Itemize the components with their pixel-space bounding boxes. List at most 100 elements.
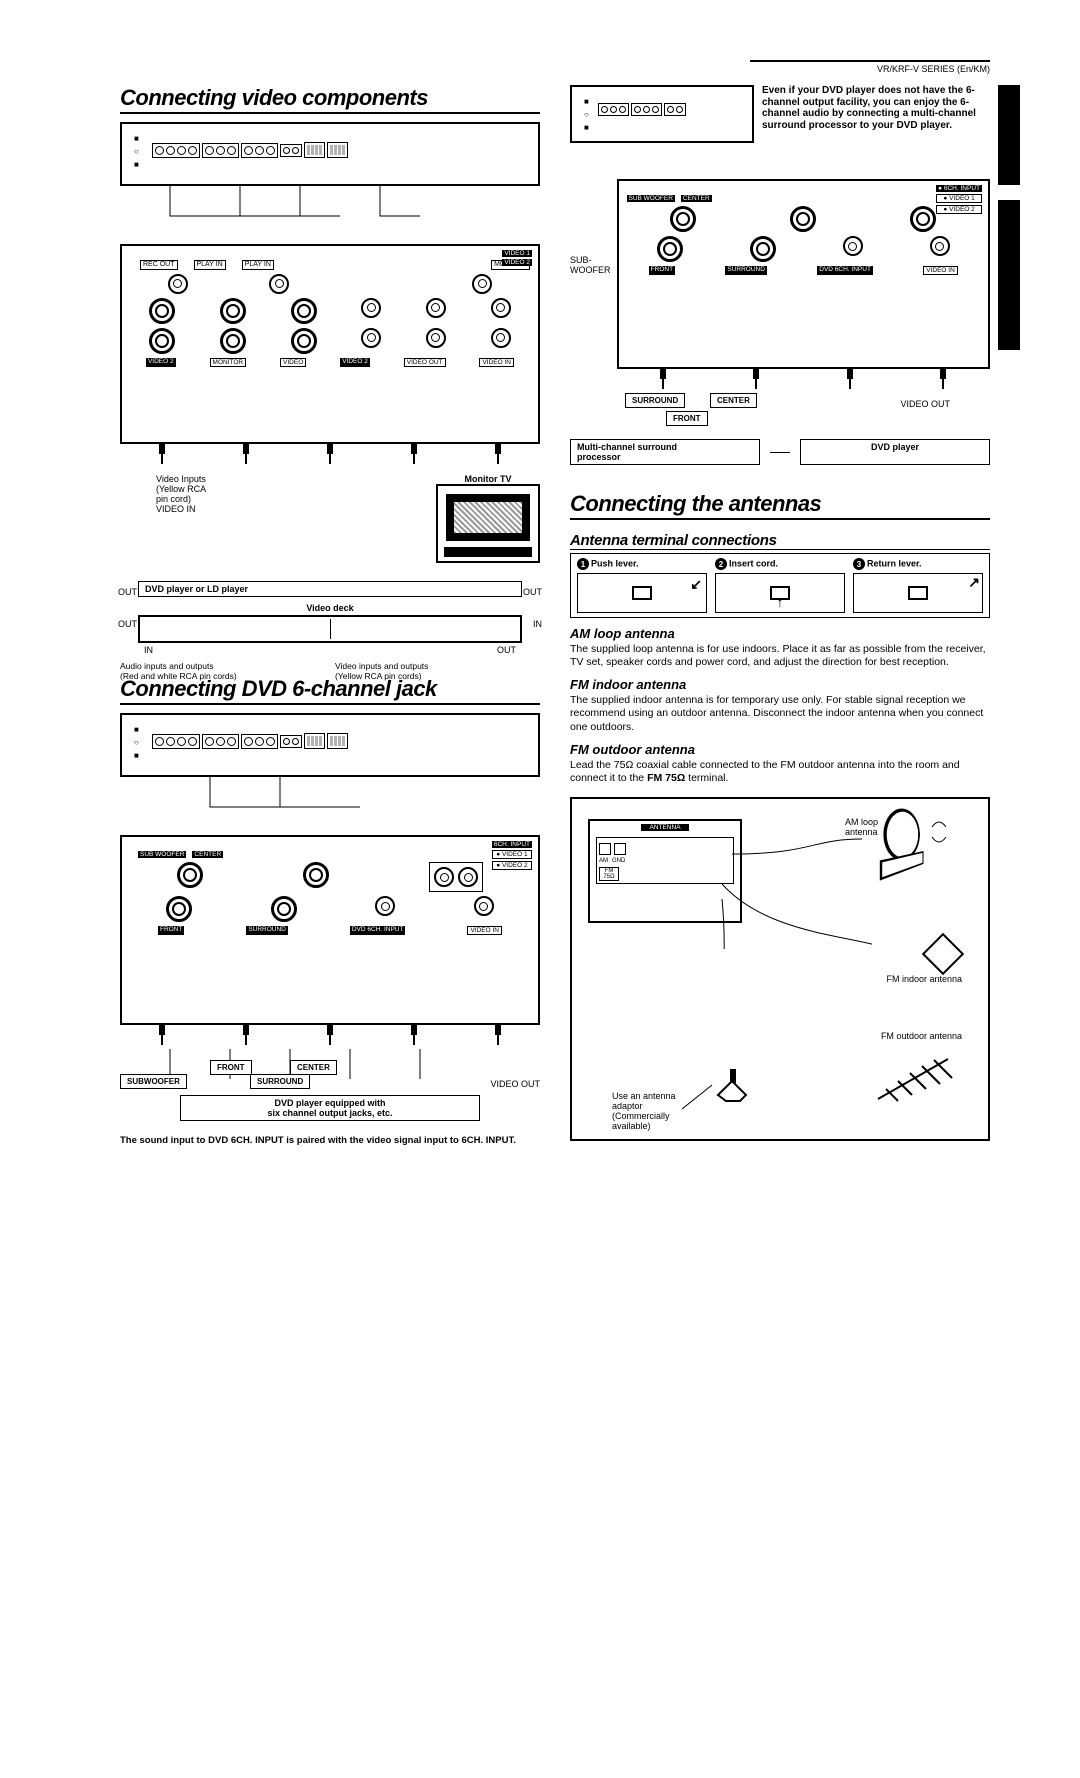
jack-icon: [291, 298, 317, 324]
am-loop-arrows-icon: [930, 817, 948, 847]
video-deck-icon: [138, 615, 522, 643]
step2-label: Insert cord.: [729, 559, 778, 569]
receiver-rear-panel-r: ■○■: [570, 85, 754, 143]
jack-icon: [434, 867, 454, 887]
antenna-steps: 1Push lever. ↙ 2Insert cord. ↑ 3Return l…: [570, 553, 990, 618]
jack-row: [152, 733, 528, 749]
cable-plugs: [120, 442, 540, 464]
out-label2: OUT: [118, 619, 137, 629]
rca-plug-icon: [157, 442, 167, 464]
legend-6ch-r: ● 6CH. INPUT: [936, 185, 982, 192]
tl-vi-r: VIDEO IN: [923, 266, 958, 275]
legend-v1-r: ● VIDEO 1: [936, 194, 982, 203]
label-play-in: PLAY IN: [194, 260, 226, 270]
fm-out-t1: Lead the 75Ω coaxial cable connected to …: [570, 759, 960, 784]
edge-tab-1: [998, 85, 1020, 185]
fm-out-bold: FM 75Ω: [647, 772, 685, 784]
two-column-layout: Connecting video components ■○■: [120, 85, 990, 1156]
jack-icon: [426, 328, 446, 348]
fm-out-t2: terminal.: [685, 772, 728, 784]
rca-plug-icon: [157, 1023, 167, 1045]
step1-label: Push lever.: [591, 559, 639, 569]
terminal-6ch-right: ● 6CH. INPUT ● VIDEO 1 ● VIDEO 2 SUB WOO…: [617, 179, 991, 369]
legend-video1: VIDEO 1: [502, 250, 532, 257]
adaptor-note: Use an antenna adaptor (Commercially ava…: [612, 1091, 676, 1131]
am-loop-title: AM loop antenna: [570, 626, 990, 641]
jack-icon: [472, 274, 492, 294]
fm-indoor-callout: FM indoor antenna: [886, 974, 962, 984]
diagram-dvd-6ch: ■○■ 6CH. INPUT ●: [120, 713, 540, 1121]
jack-icon: [657, 236, 683, 262]
tl-surr-r: SURROUND: [725, 266, 767, 275]
series-header: VR/KRF-V SERIES (En/KM): [750, 60, 990, 74]
dvd-ld-box: DVD player or LD player: [138, 581, 522, 597]
lbl-surround: SURROUND: [250, 1074, 310, 1089]
fm-outdoor-antenna-icon: [868, 1049, 958, 1109]
cable-plugs-r: [616, 367, 990, 389]
video-in-note: Video Inputs (Yellow RCA pin cord) VIDEO…: [120, 474, 420, 514]
tv-monitor-icon: [436, 484, 540, 563]
tl-center-r: CENTER: [681, 195, 712, 202]
lbl-subwoofer-r: SUB- WOOFER: [570, 255, 611, 275]
jack-icon: [149, 298, 175, 324]
tl-dvd6-r: DVD 6CH. INPUT: [817, 266, 873, 275]
rca-plug-icon: [409, 442, 419, 464]
rca-plug-icon: [325, 442, 335, 464]
caption-row: Audio inputs and outputs (Red and white …: [120, 661, 540, 681]
am-loop-antenna-icon: [883, 803, 919, 866]
label-play-in2: PLAY IN: [242, 260, 274, 270]
rca-plug-icon: [938, 367, 948, 389]
jack-row: [598, 103, 742, 116]
t-video2b: VIDEO 2: [340, 358, 370, 367]
section-title-antennas: Connecting the antennas: [570, 491, 990, 520]
msp-box: Multi-channel surround processor: [570, 439, 760, 465]
manual-page: VR/KRF-V SERIES (En/KM) Connecting video…: [0, 0, 1080, 1778]
t-video-out: VIDEO OUT: [404, 358, 446, 367]
receiver-rear-panel: ■○■: [120, 122, 540, 186]
adaptor-leader: [682, 1079, 722, 1119]
jack-row: [152, 142, 528, 158]
t-video-in: VIDEO IN: [479, 358, 514, 367]
label-rec-out: REC OUT: [140, 260, 178, 270]
antenna-wires: [572, 799, 872, 949]
out-label-r: OUT: [523, 587, 542, 597]
jack-icon: [166, 896, 192, 922]
rca-plug-icon: [845, 367, 855, 389]
lbl-surround-r: SURROUND: [625, 393, 685, 408]
lbl-front: FRONT: [210, 1060, 252, 1075]
rca-plug-icon: [241, 442, 251, 464]
jack-icon: [303, 862, 329, 888]
lbl-center: CENTER: [290, 1060, 337, 1075]
panel-screws: ■○■: [134, 132, 146, 172]
step-num-3: 3: [853, 558, 865, 570]
rca-plug-icon: [493, 1023, 503, 1045]
tl-surround: SURROUND: [246, 926, 288, 935]
jack-icon: [458, 867, 478, 887]
jack-icon: [269, 274, 289, 294]
jack-icon: [474, 896, 494, 916]
lead-lines-2: [120, 777, 540, 817]
in-label2: IN: [144, 645, 153, 655]
edge-tab-2: [998, 200, 1020, 350]
step-num-2: 2: [715, 558, 727, 570]
panel-screws: ■○■: [134, 723, 146, 763]
fm-indoor-text: The supplied indoor antenna is for tempo…: [570, 694, 990, 733]
lead-lines-1: [120, 186, 540, 226]
caption-audio-io: Audio inputs and outputs (Red and white …: [120, 661, 325, 681]
legend-v1: ● VIDEO 1: [492, 850, 532, 859]
lbl-subwoofer: SUBWOOFER: [120, 1074, 187, 1089]
ant-term-subtitle: Antenna terminal connections: [570, 532, 990, 550]
fm-outdoor-title: FM outdoor antenna: [570, 742, 990, 757]
tl-dvd6ch: DVD 6CH. INPUT: [350, 926, 406, 935]
right-column: ■○■ Even if your DVD player does not hav…: [570, 85, 990, 1156]
t-video: VIDEO: [280, 358, 306, 367]
jack-icon: [168, 274, 188, 294]
lbl-video-out-r: VIDEO OUT: [900, 399, 950, 409]
jack-icon: [790, 206, 816, 232]
left-column: Connecting video components ■○■: [120, 85, 540, 1156]
dvd-6ch-box: DVD player equipped with six channel out…: [180, 1095, 480, 1121]
out-label3: OUT: [497, 645, 516, 655]
rca-plug-icon: [409, 1023, 419, 1045]
t-monitor: MONITOR: [210, 358, 247, 367]
antenna-diagram: ANTENNA AMGND FM 75Ω AM loop antenna: [570, 797, 990, 1141]
